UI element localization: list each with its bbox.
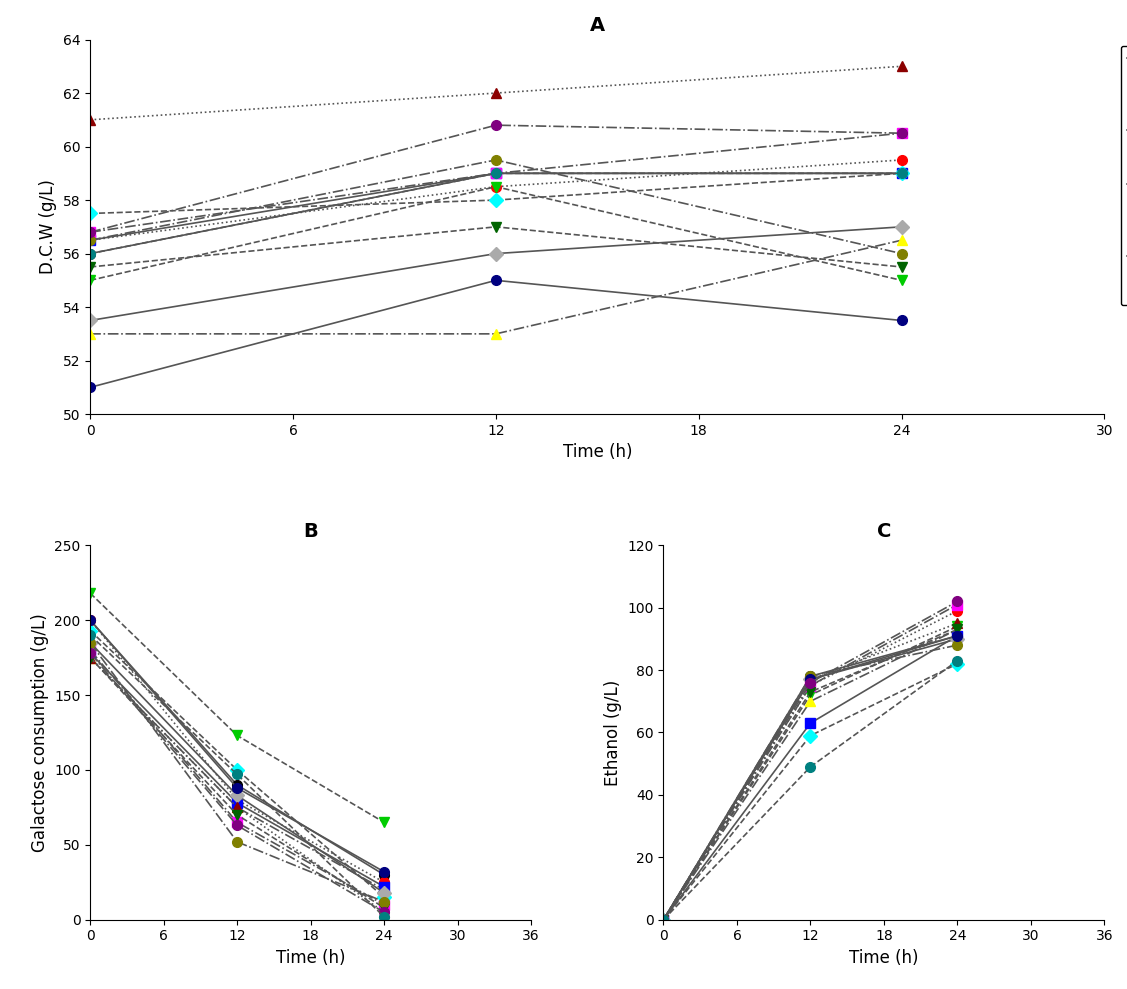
Title: A: A (589, 16, 605, 36)
Legend: Re-20, Re30, Re-40, Re-50, Re-60, Re-70, Re-80, Re-90, Re-100, Re-110, Re-120, R: Re-20, Re30, Re-40, Re-50, Re-60, Re-70,… (1121, 45, 1127, 306)
Y-axis label: D.C.W (g/L): D.C.W (g/L) (39, 179, 57, 274)
Title: B: B (303, 522, 318, 541)
X-axis label: Time (h): Time (h) (850, 949, 919, 967)
Y-axis label: Ethanol (g/L): Ethanol (g/L) (604, 679, 622, 785)
X-axis label: Time (h): Time (h) (562, 443, 632, 462)
Title: C: C (877, 522, 891, 541)
Y-axis label: Galactose consumption (g/L): Galactose consumption (g/L) (30, 613, 48, 852)
X-axis label: Time (h): Time (h) (276, 949, 345, 967)
